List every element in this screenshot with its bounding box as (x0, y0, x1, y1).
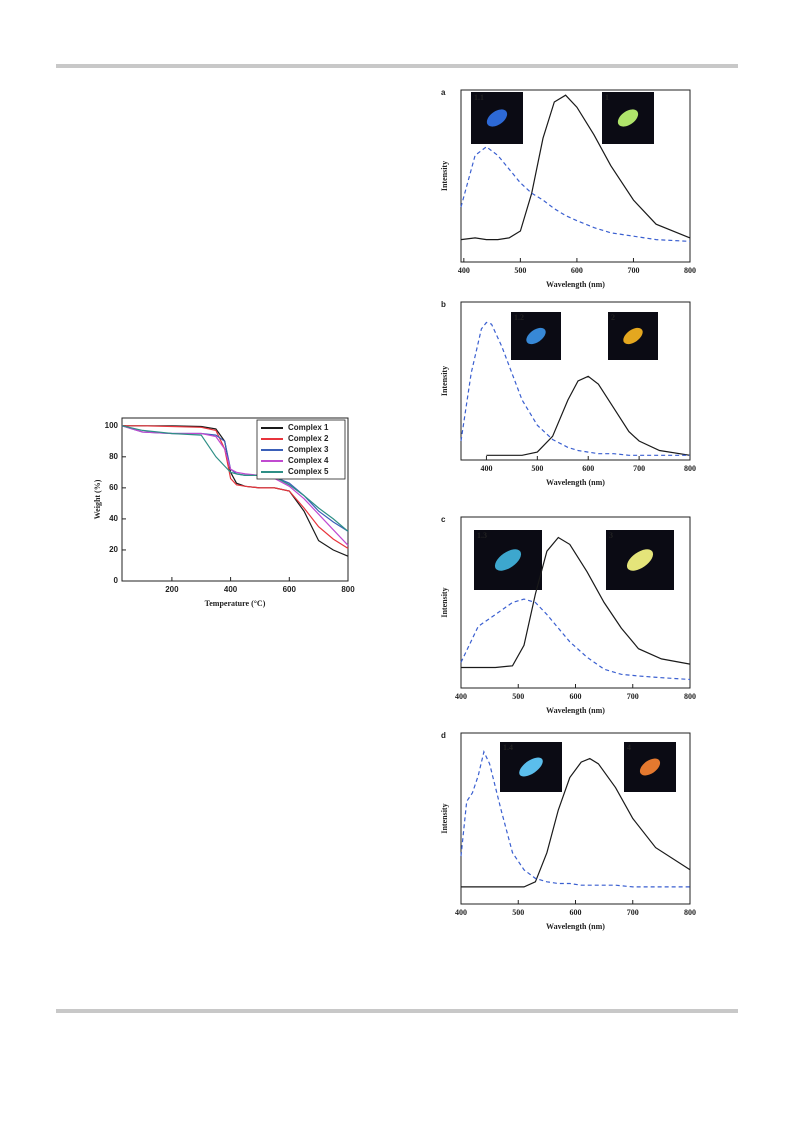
y-tick-label: 40 (109, 514, 118, 523)
x-tick-label: 600 (582, 464, 594, 473)
x-tick-label: 700 (627, 908, 639, 917)
inset-label: 3 (609, 531, 613, 540)
y-axis-label: Intensity (440, 161, 449, 191)
inset-label: 1.1 (474, 93, 484, 102)
panel-label: c (441, 515, 446, 524)
series-line (121, 425, 349, 546)
inset-glow (494, 549, 522, 571)
y-tick-label: 60 (109, 483, 118, 492)
y-tick-label: 100 (105, 421, 119, 430)
panel-label: b (441, 300, 446, 309)
x-axis-label: Wavelength (nm) (546, 706, 605, 715)
x-tick-label: 800 (684, 908, 696, 917)
legend-label: Complex 5 (288, 467, 329, 476)
y-axis-label: Weight (%) (93, 479, 102, 519)
x-axis-label: Wavelength (nm) (546, 478, 605, 487)
inset-label: 1.2 (514, 313, 524, 322)
x-axis-label: Wavelength (nm) (546, 922, 605, 931)
x-tick-label: 400 (455, 692, 467, 701)
x-tick-label: 400 (480, 464, 492, 473)
legend-label: Complex 4 (288, 456, 329, 465)
x-tick-label: 600 (283, 585, 297, 594)
y-tick-label: 0 (114, 576, 119, 585)
series-line (122, 425, 349, 549)
legend-label: Complex 2 (288, 434, 329, 443)
series-line (486, 375, 691, 456)
x-tick-label: 700 (627, 266, 639, 275)
x-tick-label: 500 (512, 692, 524, 701)
series-line (460, 146, 691, 242)
x-tick-label: 800 (684, 692, 696, 701)
series-line (460, 598, 691, 681)
inset-label: 1.4 (503, 743, 513, 752)
inset-glow (486, 109, 508, 127)
x-tick-label: 800 (684, 464, 696, 473)
y-tick-label: 80 (109, 452, 118, 461)
panel-label: d (441, 731, 446, 740)
inset-glow (617, 109, 639, 127)
inset-glow (526, 327, 546, 345)
y-axis-label: Intensity (440, 366, 449, 396)
x-tick-label: 500 (514, 266, 526, 275)
plot-frame (460, 301, 691, 461)
x-axis-label: Temperature (°C) (205, 599, 266, 608)
x-axis-label: Wavelength (nm) (546, 280, 605, 289)
y-tick-label: 20 (109, 545, 118, 554)
series-line (460, 94, 691, 241)
x-tick-label: 400 (458, 266, 470, 275)
series-line (460, 321, 690, 456)
x-tick-label: 700 (627, 692, 639, 701)
series-line (460, 750, 690, 888)
inset-label: 1 (605, 93, 609, 102)
series-line (461, 536, 691, 669)
series-line (121, 425, 349, 532)
series-line (122, 425, 349, 557)
inset-glow (519, 757, 543, 777)
x-tick-label: 800 (341, 585, 355, 594)
series-line (461, 757, 691, 888)
inset-label: 2 (611, 313, 615, 322)
inset-label: 4 (627, 743, 631, 752)
x-tick-label: 800 (684, 266, 696, 275)
inset-glow (639, 758, 661, 776)
x-tick-label: 500 (531, 464, 543, 473)
x-tick-label: 600 (571, 266, 583, 275)
footer-bar (56, 1009, 738, 1013)
legend-label: Complex 1 (288, 423, 329, 432)
x-tick-label: 400 (224, 585, 238, 594)
x-tick-label: 200 (165, 585, 179, 594)
header-bar (56, 64, 738, 68)
legend-label: Complex 3 (288, 445, 329, 454)
inset-glow (623, 327, 643, 345)
x-tick-label: 500 (512, 908, 524, 917)
inset-label: 1.3 (477, 531, 487, 540)
x-tick-label: 700 (633, 464, 645, 473)
y-axis-label: Intensity (440, 587, 449, 617)
x-tick-label: 400 (455, 908, 467, 917)
plot-frame (121, 417, 349, 582)
inset-glow (626, 549, 654, 571)
panel-label: a (441, 88, 446, 97)
plot-frame (460, 89, 691, 263)
x-tick-label: 600 (570, 692, 582, 701)
y-axis-label: Intensity (440, 803, 449, 833)
x-tick-label: 600 (570, 908, 582, 917)
